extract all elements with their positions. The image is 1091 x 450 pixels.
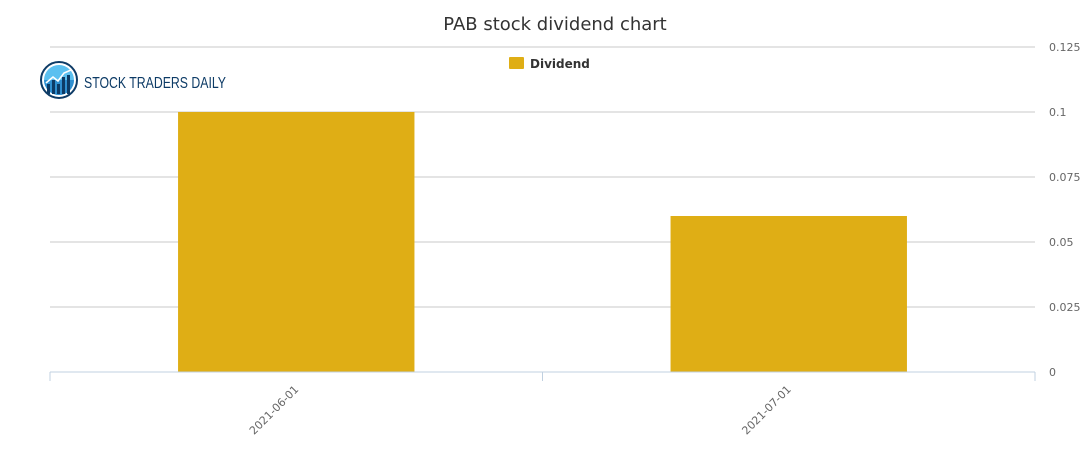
x-tick-label: 2021-07-01 bbox=[739, 383, 793, 437]
x-axis: 2021-06-01 2021-07-01 bbox=[49, 371, 1036, 437]
stock-traders-daily-logo[interactable]: STOCK TRADERS DAILY bbox=[40, 61, 226, 99]
bars bbox=[178, 112, 907, 372]
y-tick-label: 0.125 bbox=[1049, 41, 1081, 54]
chart-title: PAB stock dividend chart bbox=[443, 14, 667, 35]
y-tick-label: 0.075 bbox=[1049, 171, 1081, 184]
bar-dividend[interactable] bbox=[178, 112, 415, 372]
y-tick-label: 0.05 bbox=[1049, 236, 1074, 249]
y-tick-label: 0.025 bbox=[1049, 301, 1081, 314]
legend[interactable]: Dividend bbox=[509, 57, 590, 71]
bar-dividend[interactable] bbox=[670, 216, 907, 372]
legend-label-dividend: Dividend bbox=[530, 57, 590, 71]
stock-chart-logo-icon bbox=[40, 61, 78, 99]
y-tick-label: 0 bbox=[1049, 366, 1056, 379]
y-tick-label: 0.1 bbox=[1049, 106, 1067, 119]
y-axis-ticks: 0 0.025 0.05 0.075 0.1 0.125 bbox=[1049, 41, 1081, 379]
legend-swatch bbox=[509, 57, 524, 69]
x-tick-label: 2021-06-01 bbox=[247, 383, 301, 437]
logo-text: STOCK TRADERS DAILY bbox=[84, 75, 226, 92]
